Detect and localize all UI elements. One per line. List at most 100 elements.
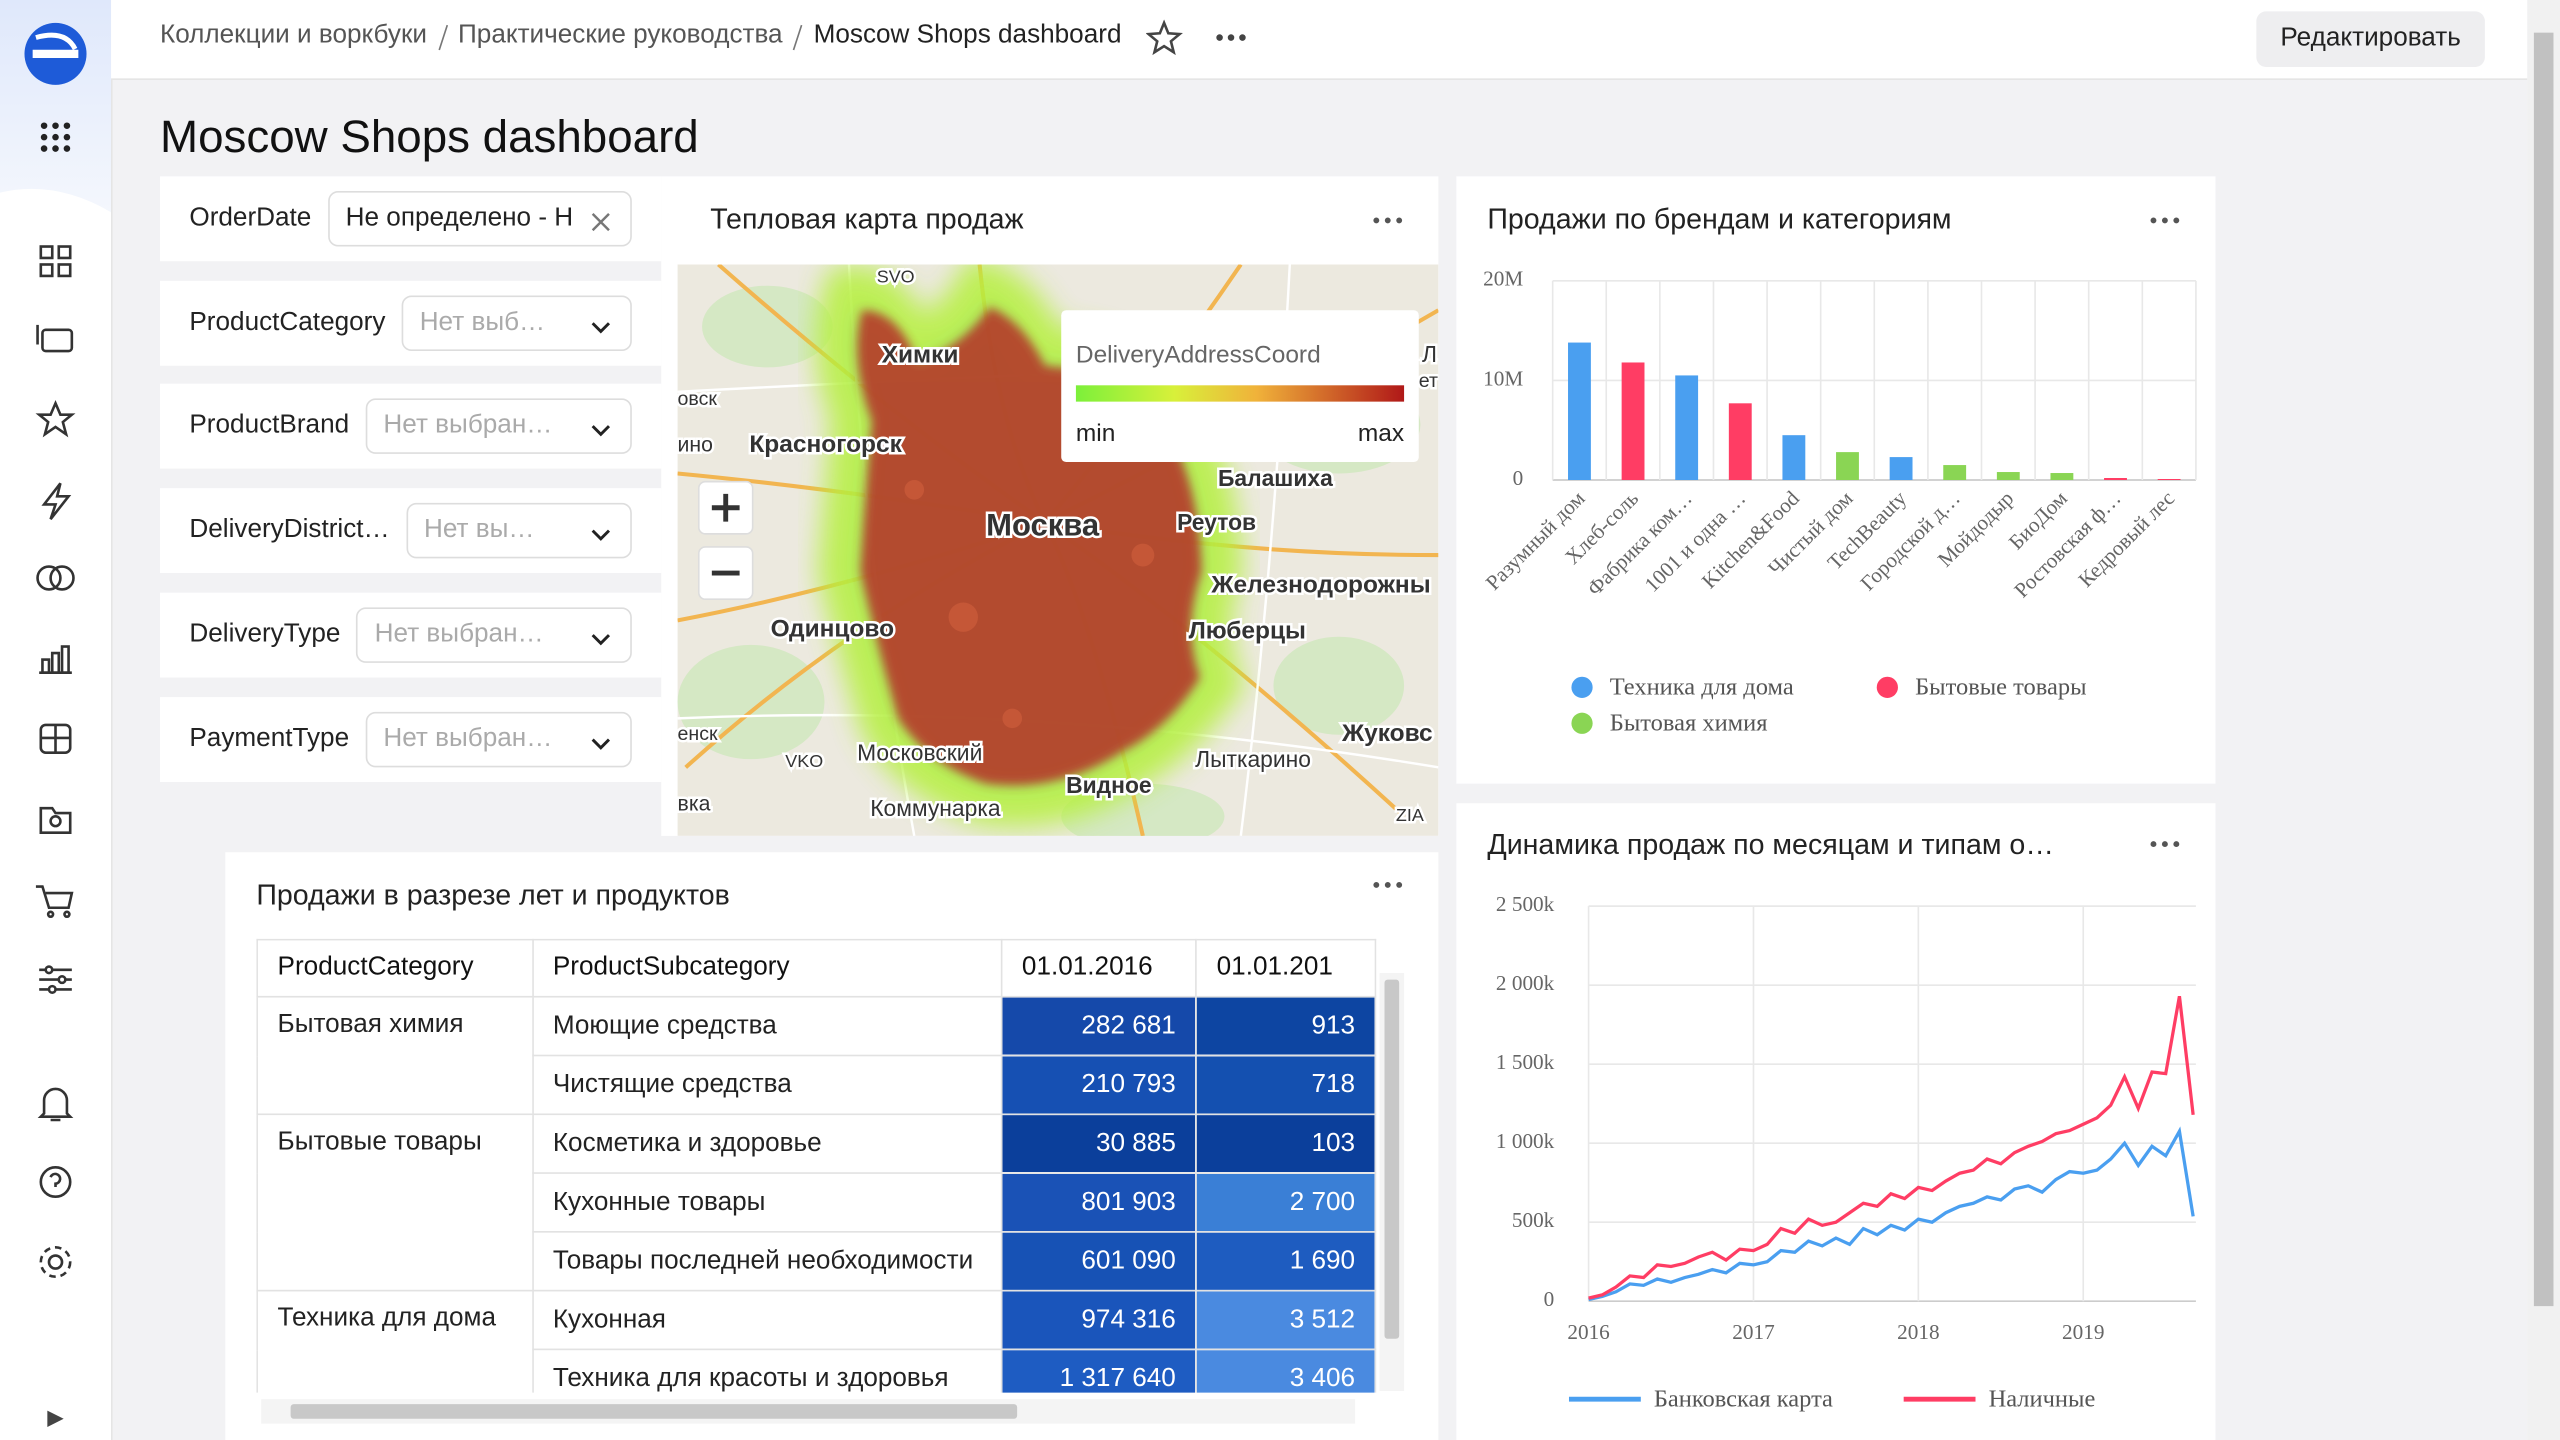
filter-select[interactable]: Не определено - Н	[327, 191, 632, 247]
nav-icon[interactable]	[39, 965, 72, 994]
bar	[2157, 479, 2181, 480]
chevron-icon[interactable]	[586, 728, 616, 758]
filter-value: Нет выбран…	[383, 724, 553, 753]
map-labels: SVO Химки Красногорск Москва Реутов Балашиха Ж…	[678, 264, 1439, 827]
clear-icon[interactable]	[586, 207, 616, 237]
nav-icon[interactable]	[41, 482, 72, 520]
chevron-icon[interactable]	[586, 623, 616, 654]
edit-button[interactable]: Редактировать	[2256, 11, 2485, 67]
expand-icon[interactable]	[47, 1410, 64, 1427]
y-tick-label: 0	[1544, 1287, 1555, 1311]
nav-icon[interactable]	[35, 885, 74, 919]
nav-icon[interactable]	[39, 645, 72, 674]
scrollbar-thumb[interactable]	[1384, 979, 1400, 1339]
map[interactable]: SVO Химки Красногорск Москва Реутов Балашиха Ж…	[677, 264, 1439, 848]
filter-select[interactable]: Нет вы…	[405, 502, 632, 559]
map-label: вка	[678, 793, 711, 816]
widget-menu[interactable]	[2150, 841, 2180, 848]
legend-marker	[1876, 676, 1898, 698]
column-header[interactable]: ProductCategory	[256, 938, 534, 998]
value-cell: 3 512	[1195, 1289, 1377, 1351]
table-row: Техника для дома Кухонная 974 316 3 512	[256, 1289, 1377, 1393]
map-label: VKO	[785, 751, 823, 771]
sidebar-icons	[0, 0, 112, 1427]
table-row: Товары последней необходимости 601 090 1 6…	[257, 1231, 1377, 1292]
value-cell: 913	[1195, 995, 1377, 1057]
nav-icon[interactable]	[36, 565, 75, 591]
legend-label[interactable]: Техника для дома	[1610, 674, 1794, 701]
value-cell: 103	[1195, 1113, 1377, 1174]
breadcrumb[interactable]: Практические руководства	[458, 21, 783, 49]
notifications-icon[interactable]	[37, 1087, 74, 1122]
value-cell: 974 316	[1000, 1289, 1198, 1351]
filter-value: Нет выб…	[419, 308, 546, 337]
help-icon[interactable]	[39, 1166, 72, 1199]
bar	[1782, 435, 1806, 480]
subcategory-cell: Техника для красоты и здоровья	[531, 1348, 1003, 1393]
chevron-icon[interactable]	[586, 414, 616, 445]
filter-label: ProductCategory	[189, 308, 386, 337]
y-tick-label: 1 500k	[1496, 1050, 1555, 1074]
bar	[1621, 362, 1645, 480]
column-header[interactable]: 01.01.2016	[1000, 938, 1198, 998]
nav-icon[interactable]	[39, 245, 72, 278]
legend-label[interactable]: Наличные	[1989, 1385, 2096, 1412]
filter-select[interactable]: Нет выбран…	[365, 711, 632, 768]
filter-value: Нет выбран…	[383, 411, 553, 440]
settings-icon[interactable]	[39, 1246, 72, 1279]
legend-label[interactable]: Бытовые товары	[1915, 674, 2086, 701]
table-row: Бытовые товары Косметика и здоровье 30 885…	[256, 1113, 1377, 1292]
widget-menu[interactable]	[1373, 217, 1403, 224]
favorite-icon[interactable]	[1146, 19, 1183, 56]
map-label: Химки	[882, 341, 959, 368]
breadcrumb[interactable]: Moscow Shops dashboard	[813, 21, 1122, 49]
legend-label[interactable]: Бытовая химия	[1610, 710, 1768, 737]
filter-select[interactable]: Нет выбран…	[365, 398, 632, 454]
bar	[1675, 375, 1699, 480]
nav-icon[interactable]	[39, 723, 72, 754]
scrollbar-thumb[interactable]	[290, 1404, 1018, 1419]
legend-label[interactable]: Банковская карта	[1654, 1385, 1833, 1412]
breadcrumb[interactable]: Коллекции и воркбуки	[160, 21, 427, 49]
filter: ProductBrand Нет выбран…	[160, 383, 662, 469]
nav-icon[interactable]	[39, 806, 72, 834]
widget-menu[interactable]	[1373, 881, 1403, 888]
widget-menu[interactable]	[2150, 217, 2180, 224]
chevron-icon[interactable]	[586, 311, 616, 342]
nav-icon[interactable]	[36, 324, 74, 353]
zoom-out[interactable]	[697, 546, 754, 600]
bar	[1889, 457, 1913, 480]
scrollbar-thumb[interactable]	[2533, 32, 2554, 1307]
heat-legend-title: DeliveryAddressCoord	[1076, 341, 1321, 368]
scrollbar-track	[1379, 973, 1405, 1392]
map-label: Жуковс	[1341, 720, 1433, 747]
zoom-in[interactable]	[697, 480, 754, 535]
value-cell: 2 700	[1195, 1172, 1377, 1233]
logo[interactable]	[24, 22, 87, 85]
map-label: Реутов	[1177, 509, 1256, 535]
y-tick-label: 1 000k	[1496, 1129, 1555, 1153]
chevron-icon[interactable]	[586, 519, 616, 549]
map-label: Люберцы	[1189, 617, 1306, 644]
nav-icon[interactable]	[35, 399, 76, 438]
scrollbar-track	[261, 1399, 1356, 1424]
filter-label: PaymentType	[189, 724, 350, 753]
filter-select[interactable]: Нет выбран…	[356, 607, 632, 663]
table-row: Техника для красоты и здоровья 1 317 640 3…	[257, 1348, 1377, 1393]
filter-select[interactable]: Нет выб…	[401, 295, 632, 352]
subcategory-cell: Косметика и здоровье	[531, 1113, 1003, 1174]
dashboard-title: Moscow Shops dashboard	[160, 111, 699, 162]
apps-icon[interactable]	[40, 122, 71, 152]
bar	[1943, 465, 1967, 480]
more-menu[interactable]	[1216, 34, 1246, 41]
value-cell: 1 690	[1195, 1231, 1377, 1292]
x-tick-label: 2019	[2062, 1320, 2104, 1344]
column-header[interactable]: 01.01.201	[1195, 938, 1377, 998]
column-header[interactable]: ProductSubcategory	[531, 938, 1003, 998]
map-label: енск	[678, 723, 718, 745]
